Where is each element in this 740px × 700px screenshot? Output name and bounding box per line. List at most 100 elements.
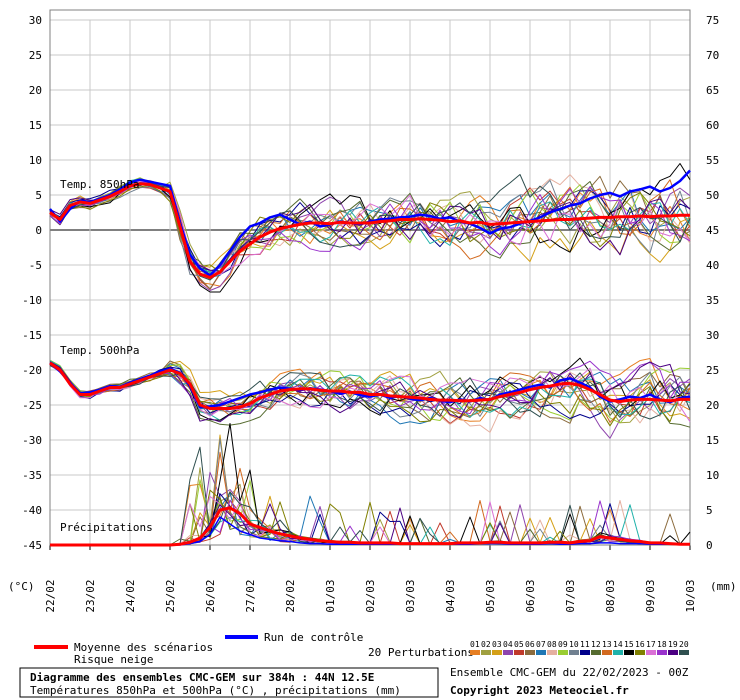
perturb-swatch — [668, 650, 678, 655]
panel-label-t850: Temp. 850hPa — [60, 178, 139, 191]
legend-perturb-label: 20 Perturbations — [368, 646, 474, 659]
date-label: 25/02 — [164, 579, 177, 612]
panel-label-precip: Précipitations — [60, 521, 153, 534]
perturb-number: 14 — [613, 640, 623, 649]
perturb-swatch — [646, 650, 656, 655]
perturb-number: 06 — [525, 640, 535, 649]
right-tick-label: 55 — [706, 154, 719, 167]
perturb-number: 04 — [503, 640, 513, 649]
left-tick-label: -15 — [22, 329, 42, 342]
perturb-swatch — [624, 650, 634, 655]
right-tick-label: 15 — [706, 434, 719, 447]
date-label: 23/02 — [84, 579, 97, 612]
left-tick-label: -40 — [22, 504, 42, 517]
right-tick-label: 30 — [706, 329, 719, 342]
perturbation-20-t850 — [49, 174, 691, 281]
mean-precip-line — [50, 506, 690, 547]
perturb-number: 12 — [591, 640, 601, 649]
perturb-number: 02 — [481, 640, 491, 649]
left-tick-label: -5 — [29, 259, 42, 272]
date-label: 26/02 — [204, 579, 217, 612]
mean-t850-line — [49, 182, 690, 280]
perturb-swatch — [657, 650, 667, 655]
perturb-swatch — [613, 650, 623, 655]
right-tick-label: 50 — [706, 189, 719, 202]
right-tick-label: 25 — [706, 364, 719, 377]
right-tick-label: 75 — [706, 14, 719, 27]
right-tick-label: 10 — [706, 469, 719, 482]
perturb-swatch — [558, 650, 568, 655]
perturb-number: 18 — [657, 640, 667, 649]
perturb-swatch — [635, 650, 645, 655]
perturb-swatch — [602, 650, 612, 655]
date-label: 02/03 — [364, 579, 377, 612]
copyright: Copyright 2023 Meteociel.fr — [450, 684, 629, 697]
left-tick-label: 15 — [29, 119, 42, 132]
perturb-swatch — [569, 650, 579, 655]
chart-title: Diagramme des ensembles CMC-GEM sur 384h… — [30, 671, 374, 684]
perturb-number: 08 — [547, 640, 557, 649]
date-label: 01/03 — [324, 579, 337, 612]
perturb-swatch — [580, 650, 590, 655]
perturb-number: 13 — [602, 640, 612, 649]
right-tick-label: 40 — [706, 259, 719, 272]
date-label: 05/03 — [484, 579, 497, 612]
perturb-number: 09 — [558, 640, 568, 649]
perturbation-16-t500 — [49, 364, 691, 427]
left-tick-label: -20 — [22, 364, 42, 377]
date-label: 28/02 — [284, 579, 297, 612]
left-tick-label: -45 — [22, 539, 42, 552]
title-box — [19, 667, 439, 698]
right-tick-label: 45 — [706, 224, 719, 237]
perturb-swatch — [514, 650, 524, 655]
left-tick-label: 25 — [29, 49, 42, 62]
perturb-number: 10 — [569, 640, 579, 649]
perturb-swatch — [492, 650, 502, 655]
legend-mean-label: Moyenne des scénarios — [74, 641, 213, 654]
perturb-swatch — [470, 650, 480, 655]
date-label: 24/02 — [124, 579, 137, 612]
perturb-number: 17 — [646, 640, 656, 649]
right-tick-label: 0 — [706, 539, 713, 552]
chart-subtitle: Températures 850hPa et 500hPa (°C) , pré… — [30, 684, 401, 697]
left-tick-label: 0 — [35, 224, 42, 237]
mean-t500-line — [49, 361, 690, 410]
date-label: 03/03 — [404, 579, 417, 612]
right-tick-label: 60 — [706, 119, 719, 132]
right-unit-label: (mm) — [710, 580, 737, 593]
left-tick-label: 30 — [29, 14, 42, 27]
date-label: 27/02 — [244, 579, 257, 612]
perturbation-07-t850 — [49, 181, 691, 278]
perturb-swatch — [679, 650, 689, 655]
legend: Moyenne des scénarios Risque neige Run d… — [34, 631, 689, 666]
perturbation-20-t500 — [49, 365, 691, 420]
date-label: 06/03 — [524, 579, 537, 612]
perturb-number: 16 — [635, 640, 645, 649]
right-tick-label: 5 — [706, 504, 713, 517]
perturb-number: 07 — [536, 640, 546, 649]
date-label: 09/03 — [644, 579, 657, 612]
date-label: 10/03 — [684, 579, 697, 612]
perturb-number: 20 — [679, 640, 689, 649]
left-tick-label: 5 — [35, 189, 42, 202]
perturb-swatch — [536, 650, 546, 655]
left-unit-label: (°C) — [8, 580, 35, 593]
date-label: 04/03 — [444, 579, 457, 612]
right-tick-label: 65 — [706, 84, 719, 97]
legend-control-label: Run de contrôle — [264, 631, 363, 644]
panel-label-t500: Temp. 500hPa — [60, 344, 139, 357]
perturb-swatch — [503, 650, 513, 655]
date-label: 08/03 — [604, 579, 617, 612]
perturb-number: 19 — [668, 640, 678, 649]
right-tick-label: 70 — [706, 49, 719, 62]
left-tick-label: 20 — [29, 84, 42, 97]
perturb-number: 15 — [624, 640, 634, 649]
date-label: 22/02 — [44, 579, 57, 612]
perturb-number: 03 — [492, 640, 502, 649]
legend-snow-label: Risque neige — [74, 653, 153, 666]
perturb-swatch — [525, 650, 535, 655]
run-info: Ensemble CMC-GEM du 22/02/2023 - 00Z — [450, 666, 689, 679]
left-tick-label: -25 — [22, 399, 42, 412]
